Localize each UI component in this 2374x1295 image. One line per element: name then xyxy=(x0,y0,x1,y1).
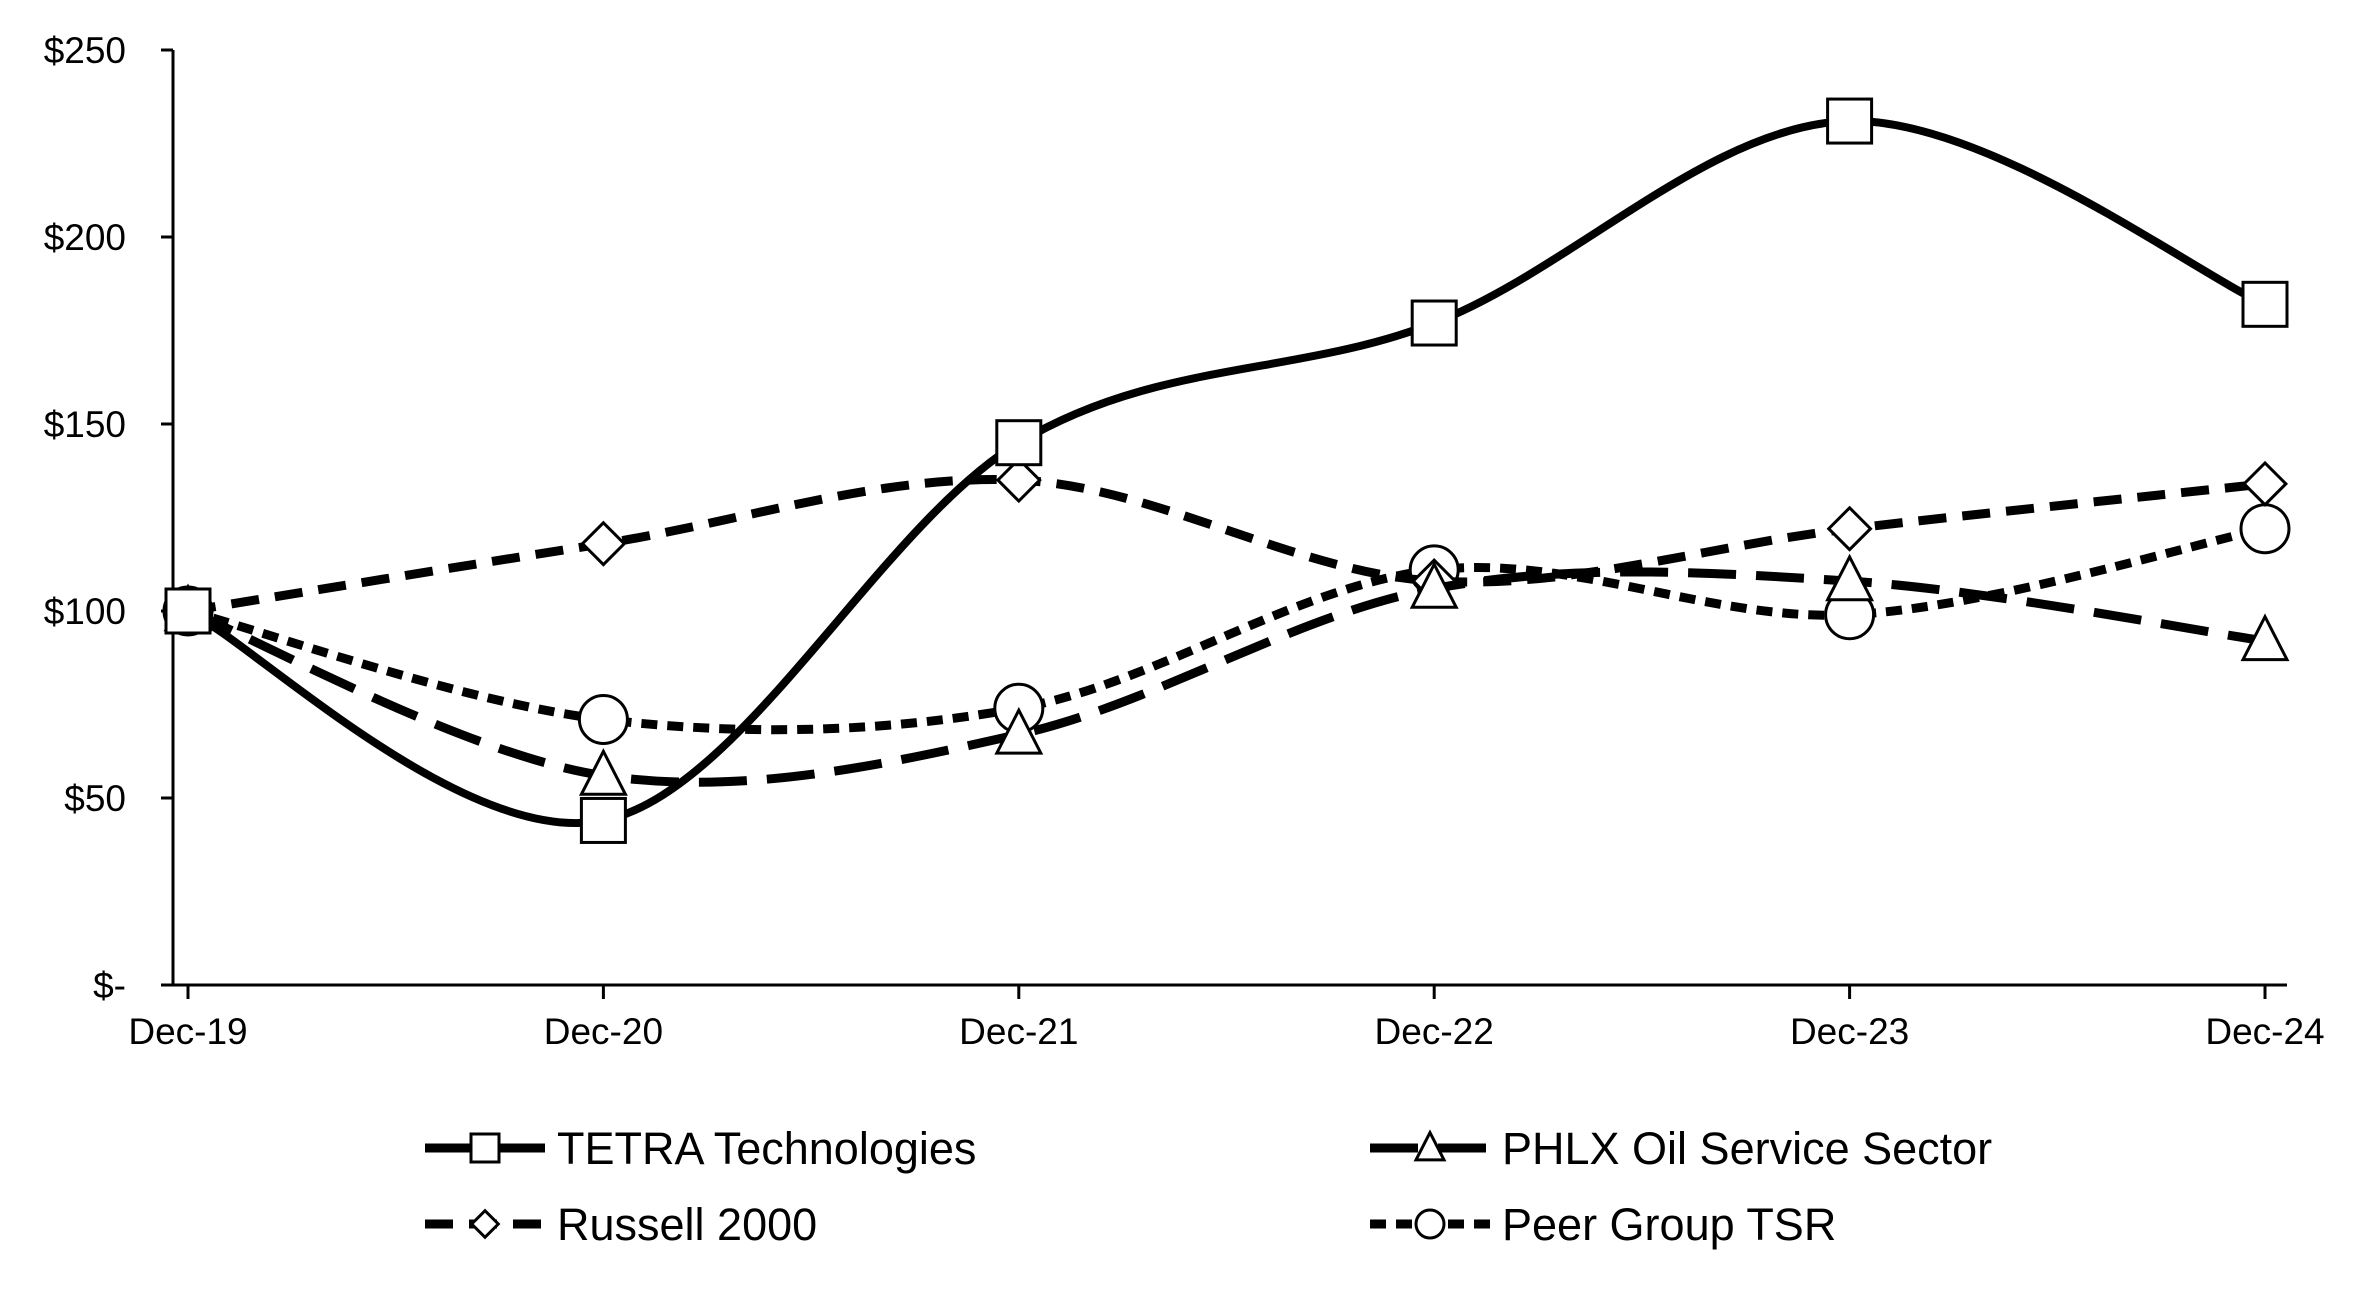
x-tick-label: Dec-24 xyxy=(2205,1011,2324,1052)
axes: $- $50 $100 $150 $200 $250 Dec-19 Dec-20 Dec-21 D… xyxy=(44,30,2325,1052)
x-tick-label: Dec-20 xyxy=(544,1011,663,1052)
x-tick-label: Dec-19 xyxy=(128,1011,247,1052)
legend-label: PHLX Oil Service Sector xyxy=(1502,1123,1992,1174)
data-point-russell-2000 xyxy=(995,457,1042,504)
series-tetra-technologies xyxy=(164,97,2289,844)
series-line-russell-2000 xyxy=(187,475,2266,616)
y-tick-label: $150 xyxy=(44,404,126,445)
data-point-tetra-technologies xyxy=(1826,97,1874,145)
data-point-peer-group-tsr xyxy=(577,693,629,745)
y-tick-label: $250 xyxy=(44,30,126,71)
x-tick-label: Dec-23 xyxy=(1790,1011,1909,1052)
series-russell-2000 xyxy=(164,457,2289,635)
legend: TETRA Technologies PHLX Oil Service Secto… xyxy=(425,1123,1992,1250)
legend-marker-circle xyxy=(1414,1208,1446,1240)
legend-label: TETRA Technologies xyxy=(557,1123,976,1174)
data-point-phlx-oil-service-sector xyxy=(994,706,1044,755)
series-line-phlx-oil-service-sector xyxy=(186,567,2266,787)
data-point-phlx-oil-service-sector xyxy=(1409,561,1459,609)
y-tick-label: $100 xyxy=(44,591,126,632)
x-tick-label: Dec-22 xyxy=(1375,1011,1494,1052)
legend-marker-square xyxy=(469,1132,501,1164)
y-tick-label: $200 xyxy=(44,217,126,258)
y-tick-label: $50 xyxy=(64,778,126,819)
x-tick-label: Dec-21 xyxy=(959,1011,1078,1052)
legend-item-phlx-oil-service-sector: PHLX Oil Service Sector xyxy=(1370,1123,1992,1174)
data-point-tetra-technologies xyxy=(1410,299,1458,347)
legend-label: Russell 2000 xyxy=(557,1199,817,1250)
data-point-peer-group-tsr xyxy=(2239,503,2291,555)
data-point-russell-2000 xyxy=(580,520,627,567)
legend-item-tetra-technologies: TETRA Technologies xyxy=(425,1123,976,1174)
series-line-peer-group-tsr xyxy=(186,524,2266,735)
legend-label: Peer Group TSR xyxy=(1502,1199,1836,1250)
legend-item-peer-group-tsr: Peer Group TSR xyxy=(1370,1199,1836,1250)
legend-item-russell-2000: Russell 2000 xyxy=(425,1199,817,1250)
data-point-tetra-technologies xyxy=(2241,280,2289,328)
series-line-tetra-technologies xyxy=(186,117,2267,827)
series-phlx-oil-service-sector xyxy=(163,553,2290,796)
y-tick-label: $- xyxy=(93,965,126,1006)
legend-marker-diamond xyxy=(469,1208,501,1240)
data-point-tetra-technologies xyxy=(164,587,212,635)
data-point-tetra-technologies xyxy=(995,419,1043,467)
data-point-phlx-oil-service-sector xyxy=(2240,613,2290,662)
data-point-tetra-technologies xyxy=(579,796,627,844)
series-lines xyxy=(162,97,2291,844)
series-peer-group-tsr xyxy=(162,503,2291,745)
data-point-phlx-oil-service-sector xyxy=(1825,553,1875,602)
data-point-russell-2000 xyxy=(1826,505,1873,552)
legend-marker-triangle xyxy=(1413,1129,1447,1162)
data-point-russell-2000 xyxy=(2241,460,2289,507)
data-point-phlx-oil-service-sector xyxy=(578,748,628,796)
